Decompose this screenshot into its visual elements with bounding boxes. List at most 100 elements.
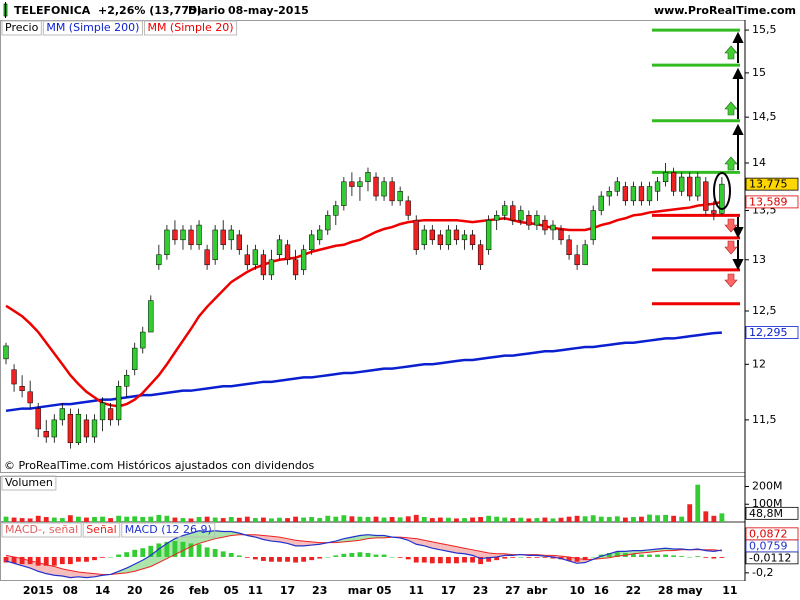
signal-line	[5, 534, 722, 575]
candle-body	[574, 254, 580, 266]
histogram-bar	[35, 556, 41, 566]
histogram-bar	[687, 556, 693, 558]
volume-bar	[220, 518, 226, 522]
legend-box	[82, 522, 121, 538]
volume-bar	[100, 516, 105, 522]
histogram-bar	[719, 556, 725, 558]
candle-body	[461, 234, 468, 241]
volume-bar	[19, 518, 25, 522]
volume-bar	[663, 514, 668, 522]
volume-bar	[405, 516, 411, 522]
volume-bar	[261, 517, 266, 522]
candle-body	[477, 244, 484, 266]
legend-label: Volumen	[5, 476, 53, 489]
legend-label: MACD-, señal	[5, 523, 78, 536]
value-marker-label: 0,0872	[749, 527, 788, 540]
histogram-bar	[494, 556, 500, 561]
macd-fill	[215, 530, 224, 539]
volume-bar	[76, 516, 81, 522]
candle-body	[268, 259, 275, 276]
candle-body	[469, 234, 476, 246]
histogram-bar	[454, 556, 459, 564]
macd-fill	[432, 541, 441, 550]
period: Diario	[188, 4, 226, 17]
volume-bar	[164, 515, 170, 522]
histogram-bar	[76, 556, 81, 562]
histogram-bar	[19, 556, 25, 565]
histogram-bar	[269, 556, 274, 562]
volume-bar	[92, 517, 97, 522]
volume-bar	[719, 513, 725, 522]
volume-bar	[486, 515, 492, 522]
candle-body	[317, 229, 323, 241]
candle-body	[365, 172, 371, 183]
histogram-bar	[11, 556, 17, 564]
candle-body	[437, 234, 444, 246]
histogram-bar	[188, 543, 194, 557]
candle-body	[638, 186, 645, 202]
histogram-bar	[333, 555, 339, 557]
volume-bar	[695, 484, 701, 522]
moving-average	[5, 200, 723, 408]
histogram-bar	[309, 556, 315, 561]
histogram-bar	[429, 556, 435, 564]
histogram-bar	[180, 541, 186, 557]
y-tick-label: 200M	[752, 479, 783, 492]
candle-body	[654, 181, 661, 192]
histogram-bar	[204, 547, 210, 557]
candle-body	[429, 229, 435, 241]
histogram-bar	[542, 556, 548, 558]
x-tick-label: 08	[63, 584, 78, 597]
candle-body	[3, 345, 9, 360]
volume-bar	[236, 517, 242, 522]
candle-body	[67, 413, 74, 444]
y-tick-label: 15	[752, 66, 766, 79]
candle-body	[542, 219, 548, 231]
candle-body	[156, 254, 162, 266]
candle-body	[172, 229, 178, 241]
histogram-bar	[470, 556, 475, 563]
macd-fill	[343, 537, 352, 542]
x-tick-label: 28	[658, 584, 673, 597]
annotation: © ProRealTime.com Históricos ajustados c…	[4, 459, 315, 472]
candle-body	[220, 229, 226, 246]
histogram-bar	[574, 556, 580, 562]
histogram-bar	[43, 556, 49, 566]
moving-average	[5, 331, 722, 413]
legend-label: Precio	[5, 21, 39, 34]
macd-fill	[440, 543, 449, 552]
volume-bar	[671, 515, 677, 522]
histogram-bar	[293, 556, 298, 563]
volume-bar	[534, 518, 540, 522]
histogram-bar	[550, 556, 556, 559]
histogram-bar	[413, 556, 419, 563]
y-tick-label: 13	[752, 253, 766, 266]
volume-bar	[542, 517, 548, 522]
histogram-bar	[534, 556, 540, 558]
candle-body	[27, 391, 33, 404]
histogram-bar	[703, 556, 709, 558]
candle-body	[276, 239, 283, 256]
x-tick-label: 23	[312, 584, 327, 597]
volume-bar	[252, 518, 258, 522]
x-tick-label: may	[677, 584, 703, 597]
volume-bar	[598, 516, 604, 522]
volume-bar	[180, 518, 186, 522]
histogram-bar	[510, 556, 516, 558]
volume-bar	[647, 514, 652, 522]
volume-bar	[43, 517, 49, 522]
highlight	[713, 172, 731, 210]
volume-bar	[502, 517, 508, 522]
candle-body	[83, 419, 90, 438]
macd-fill	[448, 545, 457, 553]
candle-body	[196, 224, 202, 246]
x-tick-label: 27	[505, 584, 520, 597]
macd-fill	[142, 555, 151, 569]
volume-bar	[373, 516, 379, 522]
candle-body	[75, 413, 82, 444]
volume-bar	[325, 515, 331, 522]
x-tick-label: mar	[348, 584, 373, 597]
down-icon	[724, 240, 738, 255]
